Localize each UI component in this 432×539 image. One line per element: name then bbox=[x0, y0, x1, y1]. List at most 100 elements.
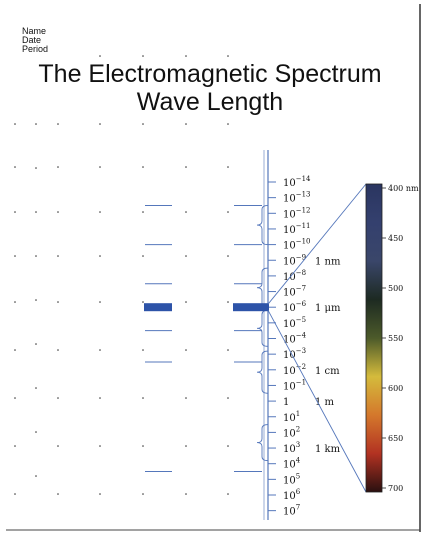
grid-dot bbox=[57, 493, 59, 495]
tick-label: 10−13 bbox=[283, 191, 311, 205]
tick-exponent: −7 bbox=[296, 285, 306, 293]
grid-dot bbox=[35, 299, 37, 301]
tick-exponent: 4 bbox=[296, 457, 301, 465]
tick-exponent: −2 bbox=[296, 363, 306, 371]
unit-label: 1 μm bbox=[315, 303, 341, 314]
range-bracket bbox=[256, 205, 269, 246]
unit-label: 1 cm bbox=[315, 366, 340, 377]
visible-band-left bbox=[144, 303, 172, 312]
grid-dot bbox=[57, 123, 59, 125]
grid-dot bbox=[35, 431, 37, 433]
name-label: Name bbox=[22, 26, 47, 36]
tick-label: 10−6 bbox=[283, 300, 307, 314]
grid-dot bbox=[57, 445, 59, 447]
grid-dot bbox=[142, 301, 144, 303]
grid-dot bbox=[185, 397, 187, 399]
tick-exponent: 5 bbox=[296, 472, 300, 480]
grid-dot bbox=[185, 211, 187, 213]
unit-label: 1 m bbox=[315, 397, 335, 408]
tick-label: 1 bbox=[283, 397, 289, 408]
tick-exponent: 1 bbox=[296, 410, 300, 418]
tick-exponent: −6 bbox=[296, 300, 307, 308]
tick-label: 10−5 bbox=[283, 316, 306, 330]
grid-dot bbox=[35, 123, 37, 125]
visible-band-right bbox=[233, 303, 269, 312]
grid-dot bbox=[99, 445, 101, 447]
grid-dot bbox=[185, 123, 187, 125]
tick-exponent: −1 bbox=[296, 378, 306, 386]
tick-label: 102 bbox=[283, 425, 300, 439]
tick-exponent: 2 bbox=[296, 425, 300, 433]
grid-dot bbox=[14, 211, 16, 213]
tick-label: 107 bbox=[283, 504, 300, 518]
grid-dot bbox=[14, 123, 16, 125]
tick-exponent: 6 bbox=[296, 488, 301, 496]
grid-dot bbox=[14, 493, 16, 495]
grid-dot bbox=[227, 211, 229, 213]
tick-exponent: −10 bbox=[296, 238, 311, 246]
tick-exponent: 7 bbox=[296, 504, 300, 512]
tick-label: 10−9 bbox=[283, 253, 306, 267]
grid-dot bbox=[142, 445, 144, 447]
tick-exponent: −14 bbox=[296, 175, 311, 183]
period-label: Period bbox=[22, 44, 49, 54]
grid-dot bbox=[99, 123, 101, 125]
range-bracket bbox=[256, 309, 269, 347]
grid-dot bbox=[57, 211, 59, 213]
tick-label: 10−12 bbox=[283, 206, 311, 220]
range-bracket bbox=[256, 267, 269, 308]
tick-label: 10−1 bbox=[283, 378, 306, 392]
spectrum-label: 400 nm bbox=[388, 184, 419, 193]
grid-dot bbox=[99, 166, 101, 168]
grid-dot bbox=[185, 445, 187, 447]
range-bracket bbox=[256, 424, 269, 462]
grid-dot bbox=[99, 349, 101, 351]
spectrum-label: 550 bbox=[388, 334, 403, 343]
page-subtitle: Wave Length bbox=[136, 88, 284, 116]
grid-dot bbox=[57, 301, 59, 303]
spectrum-label: 450 bbox=[388, 234, 403, 243]
visible-spectrum-bar bbox=[365, 183, 383, 493]
grid-dot bbox=[35, 211, 37, 213]
grid-dot bbox=[35, 475, 37, 477]
tick-exponent: −11 bbox=[296, 222, 311, 230]
grid-dot bbox=[99, 397, 101, 399]
spectrum-label: 650 bbox=[388, 434, 403, 443]
grid-dot bbox=[185, 255, 187, 257]
grid-dot bbox=[99, 211, 101, 213]
tick-exponent: −12 bbox=[296, 206, 311, 214]
grid-dot bbox=[57, 349, 59, 351]
grid-dot bbox=[185, 166, 187, 168]
grid-dot bbox=[142, 123, 144, 125]
grid-dot bbox=[227, 55, 229, 57]
grid-dot bbox=[227, 123, 229, 125]
grid-dot bbox=[57, 166, 59, 168]
unit-label: 1 km bbox=[315, 444, 341, 455]
tick-label: 105 bbox=[283, 472, 300, 486]
grid-dot bbox=[14, 349, 16, 351]
grid-dot bbox=[99, 301, 101, 303]
tick-exponent: −9 bbox=[296, 253, 306, 261]
grid-dot bbox=[185, 55, 187, 57]
grid-dot bbox=[57, 255, 59, 257]
tick-exponent: −13 bbox=[296, 191, 311, 199]
tick-label: 10−10 bbox=[283, 238, 311, 252]
tick-exponent: −4 bbox=[296, 332, 307, 340]
range-bracket bbox=[256, 350, 269, 394]
spectrum-label: 600 bbox=[388, 384, 403, 393]
grid-dot bbox=[142, 493, 144, 495]
tick-label: 104 bbox=[283, 457, 301, 471]
tick-exponent: −8 bbox=[296, 269, 306, 277]
tick-label: 103 bbox=[283, 441, 300, 455]
tick-label: 10−14 bbox=[283, 175, 311, 189]
fan-line-bottom bbox=[267, 309, 367, 493]
spectrum-label: 700 bbox=[388, 484, 403, 493]
grid-dot bbox=[14, 445, 16, 447]
grid-dot bbox=[227, 301, 229, 303]
page-title: The Electromagnetic Spectrum bbox=[38, 60, 382, 88]
grid-dot bbox=[227, 493, 229, 495]
grid-dot bbox=[142, 397, 144, 399]
tick-label: 10−7 bbox=[283, 285, 306, 299]
grid-dot bbox=[185, 301, 187, 303]
